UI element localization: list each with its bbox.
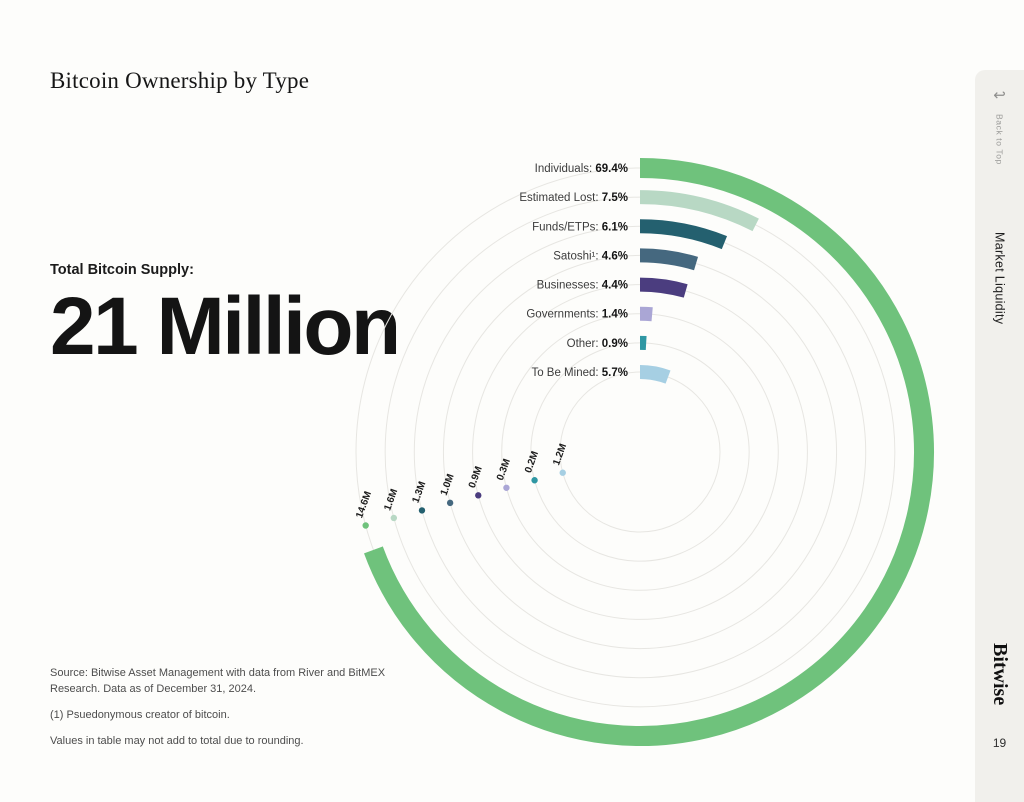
brand-wordmark: Bitwise bbox=[989, 642, 1011, 705]
amount-label-other: 0.2M bbox=[523, 450, 541, 475]
amount-dot-individuals bbox=[362, 522, 369, 529]
amount-dot-businesses bbox=[475, 492, 482, 499]
ring-arc-funds-etps bbox=[639, 219, 728, 250]
footnote-rounding: Values in table may not add to total due… bbox=[50, 734, 304, 747]
category-label-to-be-mined: To Be Mined: 5.7% bbox=[531, 367, 628, 379]
sidebar: ↩ Back to Top Market Liquidity Bitwise 1… bbox=[975, 70, 1024, 802]
category-label-governments: Governments: 1.4% bbox=[526, 309, 628, 321]
category-label-estimated-lost: Estimated Lost: 7.5% bbox=[519, 192, 628, 204]
radial-chart-container: Individuals: 69.4% 14.6M Estimated Lost: 7… bbox=[330, 140, 950, 762]
amount-label-to-be-mined: 1.2M bbox=[551, 442, 569, 467]
category-label-other: Other: 0.9% bbox=[567, 338, 628, 350]
footnotes: Source: Bitwise Asset Management with da… bbox=[50, 666, 430, 760]
grid-circle bbox=[501, 313, 779, 591]
page-number: 19 bbox=[992, 736, 1007, 750]
category-label-businesses: Businesses: 4.4% bbox=[537, 280, 628, 292]
category-label-individuals: Individuals: 69.4% bbox=[535, 163, 628, 175]
ring-arc-businesses bbox=[639, 277, 688, 298]
supply-value: 21 Million bbox=[50, 281, 401, 372]
grid-circle bbox=[559, 371, 721, 533]
radial-chart: Individuals: 69.4% 14.6M Estimated Lost: 7… bbox=[354, 158, 934, 746]
amount-dot-satoshi bbox=[446, 499, 454, 507]
category-label-satoshi: Satoshi¹: 4.6% bbox=[553, 250, 628, 262]
ring-arc-individuals bbox=[364, 158, 934, 746]
back-to-top-link[interactable]: Back to Top bbox=[994, 114, 1005, 165]
category-label-funds-etps: Funds/ETPs: 6.1% bbox=[532, 221, 628, 233]
amount-label-funds-etps: 1.3M bbox=[411, 480, 429, 505]
ring-arc-governments bbox=[639, 306, 653, 322]
ring-arc-to-be-mined bbox=[639, 365, 671, 384]
amount-dot-estimated-lost bbox=[390, 514, 398, 522]
sidebar-section-market-liquidity: Market Liquidity bbox=[992, 232, 1007, 325]
ring-arc-estimated-lost bbox=[639, 190, 759, 232]
amount-label-governments: 0.3M bbox=[495, 457, 513, 482]
return-arrow-icon[interactable]: ↩ bbox=[993, 87, 1006, 104]
amount-label-estimated-lost: 1.6M bbox=[382, 488, 400, 513]
amount-dot-to-be-mined bbox=[559, 469, 566, 476]
amount-label-satoshi: 1.0M bbox=[439, 472, 457, 497]
total-supply-block: Total Bitcoin Supply: 21 Million bbox=[50, 262, 401, 372]
footnote-source: Source: Bitwise Asset Management with da… bbox=[50, 667, 386, 695]
footnote-1: (1) Psuedonymous creator of bitcoin. bbox=[50, 708, 230, 721]
amount-dot-governments bbox=[503, 484, 510, 491]
grid-circle bbox=[472, 284, 808, 620]
grid-circle bbox=[442, 254, 838, 650]
page-title: Bitcoin Ownership by Type bbox=[50, 68, 310, 93]
amount-label-individuals: 14.6M bbox=[354, 490, 374, 520]
amount-dot-funds-etps bbox=[418, 507, 426, 514]
ring-arc-satoshi bbox=[639, 248, 699, 271]
amount-dot-other bbox=[531, 477, 538, 484]
grid-circle bbox=[384, 196, 896, 708]
amount-label-businesses: 0.9M bbox=[467, 465, 485, 490]
grid-circle bbox=[413, 225, 867, 679]
supply-label: Total Bitcoin Supply: bbox=[50, 262, 194, 278]
